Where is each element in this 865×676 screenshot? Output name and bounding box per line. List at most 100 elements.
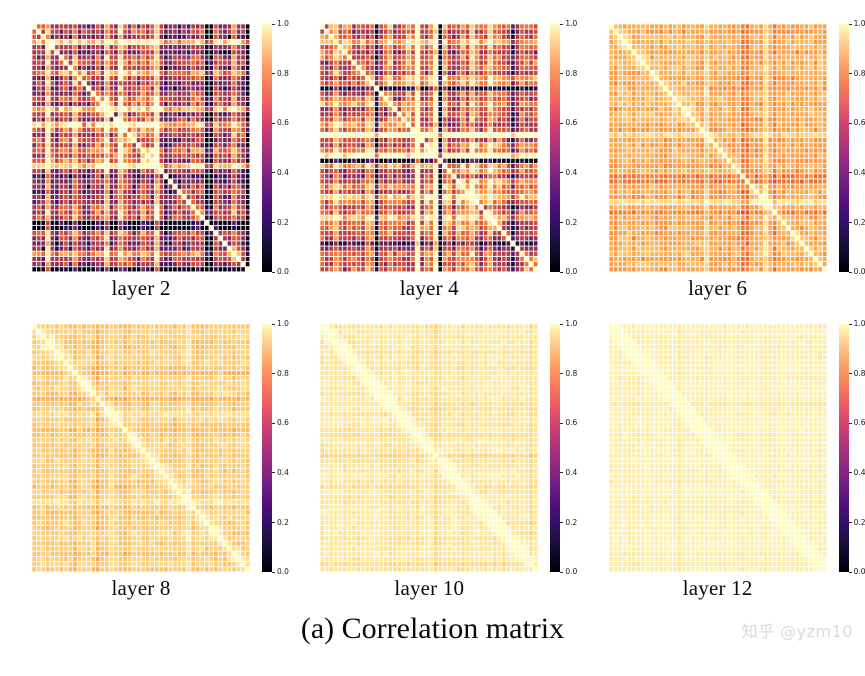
tick-mark xyxy=(560,23,564,25)
colorbar-gradient xyxy=(550,24,561,272)
heatmap-canvas xyxy=(32,24,250,272)
colorbar-ticks: 0.0 0.2 0.4 0.6 0.8 1.0 xyxy=(848,320,865,575)
tick-mark xyxy=(272,571,275,573)
heatmap-canvas xyxy=(608,24,827,272)
tick-mark xyxy=(848,122,852,124)
heatmap-layer-8 xyxy=(32,324,250,572)
tick-text: 0.4 xyxy=(565,468,578,478)
tick-text: 0.6 xyxy=(565,118,578,128)
tick-text: 0.2 xyxy=(277,217,289,227)
tick-text: 1.0 xyxy=(277,19,289,29)
watermark: 知乎 @yzm10 xyxy=(741,622,853,641)
heatmap-canvas xyxy=(320,324,539,572)
tick-mark xyxy=(560,571,564,573)
panel-layer-4: 0.0 0.2 0.4 0.6 0.8 1.0 layer 4 xyxy=(288,0,577,300)
panel-label-layer-4: layer 4 xyxy=(399,276,459,300)
tick-text: 0.6 xyxy=(565,418,578,428)
tick-mark xyxy=(272,73,275,75)
tick-text: 1.0 xyxy=(565,319,578,329)
panel-layer-12: 0.0 0.2 0.4 0.6 0.8 1.0 layer 12 xyxy=(577,300,865,600)
tick-text: 0.0 xyxy=(853,567,865,577)
tick-mark xyxy=(848,172,852,174)
tick-mark xyxy=(848,373,852,375)
heatmap-layer-12 xyxy=(608,324,827,572)
tick-mark xyxy=(560,221,564,223)
figure-caption: (a) Correlation matrix xyxy=(300,612,565,645)
tick-mark xyxy=(272,323,275,325)
colorbar-gradient xyxy=(262,324,272,572)
tick-mark xyxy=(848,271,852,273)
tick-mark xyxy=(272,271,275,273)
tick-mark xyxy=(272,521,275,523)
colorbar-ticks: 0.0 0.2 0.4 0.6 0.8 1.0 xyxy=(560,320,590,575)
tick-text: 0.8 xyxy=(853,368,865,378)
colorbar-gradient xyxy=(838,24,849,272)
tick-text: 0.0 xyxy=(277,267,289,277)
tick-mark xyxy=(272,472,275,474)
tick-mark xyxy=(560,271,564,273)
tick-text: 1.0 xyxy=(853,19,865,29)
tick-text: 0.0 xyxy=(853,267,865,277)
heatmap-canvas xyxy=(320,24,539,272)
tick-text: 0.6 xyxy=(277,118,289,128)
tick-text: 0.6 xyxy=(853,118,865,128)
colorbar-layer-4: 0.0 0.2 0.4 0.6 0.8 1.0 xyxy=(550,20,577,275)
heatmap-layer-6 xyxy=(608,24,827,272)
colorbar-layer-2: 0.0 0.2 0.4 0.6 0.8 1.0 xyxy=(262,20,289,275)
panel-label-layer-8: layer 8 xyxy=(111,576,171,600)
tick-text: 0.8 xyxy=(853,68,865,78)
tick-mark xyxy=(848,323,852,325)
panel-label-layer-2: layer 2 xyxy=(111,276,171,300)
colorbar-layer-12: 0.0 0.2 0.4 0.6 0.8 1.0 xyxy=(838,320,865,575)
panel-label-layer-6: layer 6 xyxy=(688,276,748,300)
tick-mark xyxy=(560,172,564,174)
tick-mark xyxy=(560,472,564,474)
tick-mark xyxy=(848,422,852,424)
tick-mark xyxy=(848,73,852,75)
tick-text: 0.0 xyxy=(277,567,289,577)
heatmap-layer-2 xyxy=(32,24,250,272)
tick-mark xyxy=(272,23,275,25)
tick-text: 0.0 xyxy=(565,267,578,277)
tick-text: 0.8 xyxy=(565,368,578,378)
tick-mark xyxy=(848,472,852,474)
tick-text: 1.0 xyxy=(565,19,578,29)
tick-text: 1.0 xyxy=(853,319,865,329)
colorbar-gradient xyxy=(838,324,849,572)
panel-layer-6: 0.0 0.2 0.4 0.6 0.8 1.0 layer 6 xyxy=(577,0,865,300)
tick-mark xyxy=(272,373,275,375)
tick-mark xyxy=(560,373,564,375)
colorbar-gradient xyxy=(262,24,272,272)
colorbar-ticks: 0.0 0.2 0.4 0.6 0.8 1.0 xyxy=(272,320,302,575)
heatmap-layer-10 xyxy=(320,324,539,572)
tick-mark xyxy=(272,172,275,174)
tick-text: 1.0 xyxy=(277,319,289,329)
tick-text: 0.4 xyxy=(853,468,865,478)
panel-layer-2: 0.0 0.2 0.4 0.6 0.8 1.0 layer 2 xyxy=(0,0,289,300)
heatmap-canvas xyxy=(32,324,250,572)
tick-mark xyxy=(560,73,564,75)
tick-mark xyxy=(560,122,564,124)
colorbar-layer-6: 0.0 0.2 0.4 0.6 0.8 1.0 xyxy=(838,20,865,275)
panel-layer-10: 0.0 0.2 0.4 0.6 0.8 1.0 layer 10 xyxy=(288,300,577,600)
tick-mark xyxy=(848,571,852,573)
colorbar-ticks: 0.0 0.2 0.4 0.6 0.8 1.0 xyxy=(272,20,302,275)
tick-text: 0.2 xyxy=(565,217,578,227)
tick-mark xyxy=(560,521,564,523)
tick-mark xyxy=(848,521,852,523)
tick-mark xyxy=(272,422,275,424)
colorbar-ticks: 0.0 0.2 0.4 0.6 0.8 1.0 xyxy=(848,20,865,275)
heatmap-layer-4 xyxy=(320,24,539,272)
panel-label-layer-12: layer 12 xyxy=(682,576,753,600)
tick-text: 0.2 xyxy=(565,517,578,527)
tick-text: 0.4 xyxy=(277,468,289,478)
panel-layer-8: 0.0 0.2 0.4 0.6 0.8 1.0 layer 8 xyxy=(0,300,289,600)
tick-text: 0.8 xyxy=(277,68,289,78)
tick-mark xyxy=(272,122,275,124)
tick-text: 0.4 xyxy=(853,168,865,178)
tick-text: 0.2 xyxy=(853,217,865,227)
tick-text: 0.6 xyxy=(853,418,865,428)
tick-mark xyxy=(848,23,852,25)
tick-text: 0.0 xyxy=(565,567,578,577)
